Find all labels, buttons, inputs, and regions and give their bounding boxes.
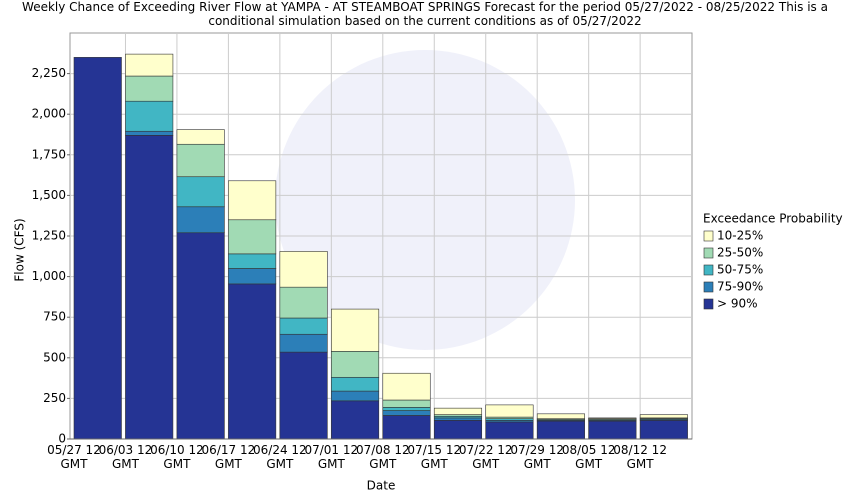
x-tick-label: 07/22 12 GMT: [458, 443, 513, 471]
bar-segment: [279, 317, 328, 335]
bar-segment: [331, 351, 380, 378]
legend-swatch: [703, 247, 714, 259]
legend-swatch: [703, 264, 714, 276]
bar-segment: [588, 417, 637, 420]
watermark: [275, 50, 575, 350]
bar-segment: [433, 407, 483, 415]
bar-segment: [485, 421, 534, 440]
y-tick-label: 2,250: [32, 66, 66, 80]
legend-swatch: [703, 230, 714, 242]
bar-segment: [433, 420, 483, 440]
bar-segment: [485, 404, 534, 418]
legend-swatch: [703, 298, 714, 310]
x-axis-title: Date: [367, 479, 396, 493]
x-tick-label: 05/27 12 GMT: [47, 443, 101, 471]
bar-segment: [125, 130, 174, 136]
legend-label: > 90%: [717, 297, 758, 311]
x-tick-label: 07/29 12 GMT: [510, 443, 565, 471]
y-axis-title: Flow (CFS): [13, 218, 27, 281]
bar-segment: [279, 351, 328, 440]
bar-segment: [639, 414, 688, 419]
bar-segment: [176, 176, 225, 208]
x-tick-label: 06/17 12 GMT: [201, 443, 256, 471]
y-tick-label: 1,500: [32, 188, 66, 202]
x-tick-label: 07/01 12 GMT: [304, 443, 359, 471]
y-tick-label: 1,250: [32, 229, 66, 243]
x-tick-label: 06/10 12 GMT: [150, 443, 204, 471]
bar-segment: [382, 415, 431, 440]
legend-label: 75-90%: [717, 280, 763, 294]
bar-segment: [331, 400, 380, 440]
bar-segment: [125, 75, 174, 102]
bar-segment: [228, 283, 277, 440]
y-tick-label: 500: [43, 350, 66, 364]
bar-segment: [536, 413, 585, 420]
y-tick-label: 0: [58, 432, 66, 446]
legend-label: 25-50%: [717, 246, 763, 260]
bar-segment: [588, 420, 637, 440]
x-tick-label: 06/03 12 GMT: [98, 443, 153, 471]
bar-segment: [536, 420, 585, 440]
legend-label: 10-25%: [717, 229, 763, 243]
bar-segment: [176, 143, 225, 178]
y-tick-label: 1,750: [32, 147, 66, 161]
legend-label: 50-75%: [717, 263, 763, 277]
legend-swatch: [703, 281, 714, 293]
bar-segment: [331, 376, 380, 392]
x-tick-label: 08/12 12 GMT: [613, 443, 667, 471]
y-tick-label: 250: [43, 391, 66, 405]
bar-segment: [279, 251, 328, 288]
x-tick-label: 07/15 12 GMT: [407, 443, 462, 471]
bar-segment: [228, 219, 277, 255]
bar-segment: [176, 129, 225, 145]
bar-segment: [125, 135, 174, 440]
bar-segment: [331, 390, 380, 402]
bar-segment: [382, 410, 431, 416]
bar-segment: [639, 420, 688, 440]
bar-segment: [382, 399, 431, 408]
bar-segment: [228, 253, 277, 269]
y-tick-label: 750: [43, 310, 66, 324]
legend-title: Exceedance Probability: [703, 212, 843, 226]
bar-segment: [382, 372, 431, 401]
bar-segment: [125, 53, 174, 77]
x-tick-label: 08/05 12 GMT: [561, 443, 616, 471]
bar-segment: [331, 308, 380, 352]
x-tick-label: 07/08 12 GMT: [355, 443, 410, 471]
chart-title: Weekly Chance of Exceeding River Flow at…: [22, 0, 828, 28]
bar-segment: [382, 407, 431, 411]
bar-segment: [279, 286, 328, 319]
x-tick-label: 06/24 12 GMT: [253, 443, 307, 471]
y-tick-label: 1,000: [32, 269, 66, 283]
bar-segment: [228, 268, 277, 285]
bar-segment: [73, 57, 122, 440]
bar-segment: [125, 100, 174, 132]
bar-segment: [176, 206, 225, 234]
bar-segment: [279, 333, 328, 353]
bar-segment: [176, 232, 225, 440]
bar-segment: [433, 417, 483, 421]
bar-segment: [228, 180, 277, 221]
y-tick-label: 2,000: [32, 107, 66, 121]
